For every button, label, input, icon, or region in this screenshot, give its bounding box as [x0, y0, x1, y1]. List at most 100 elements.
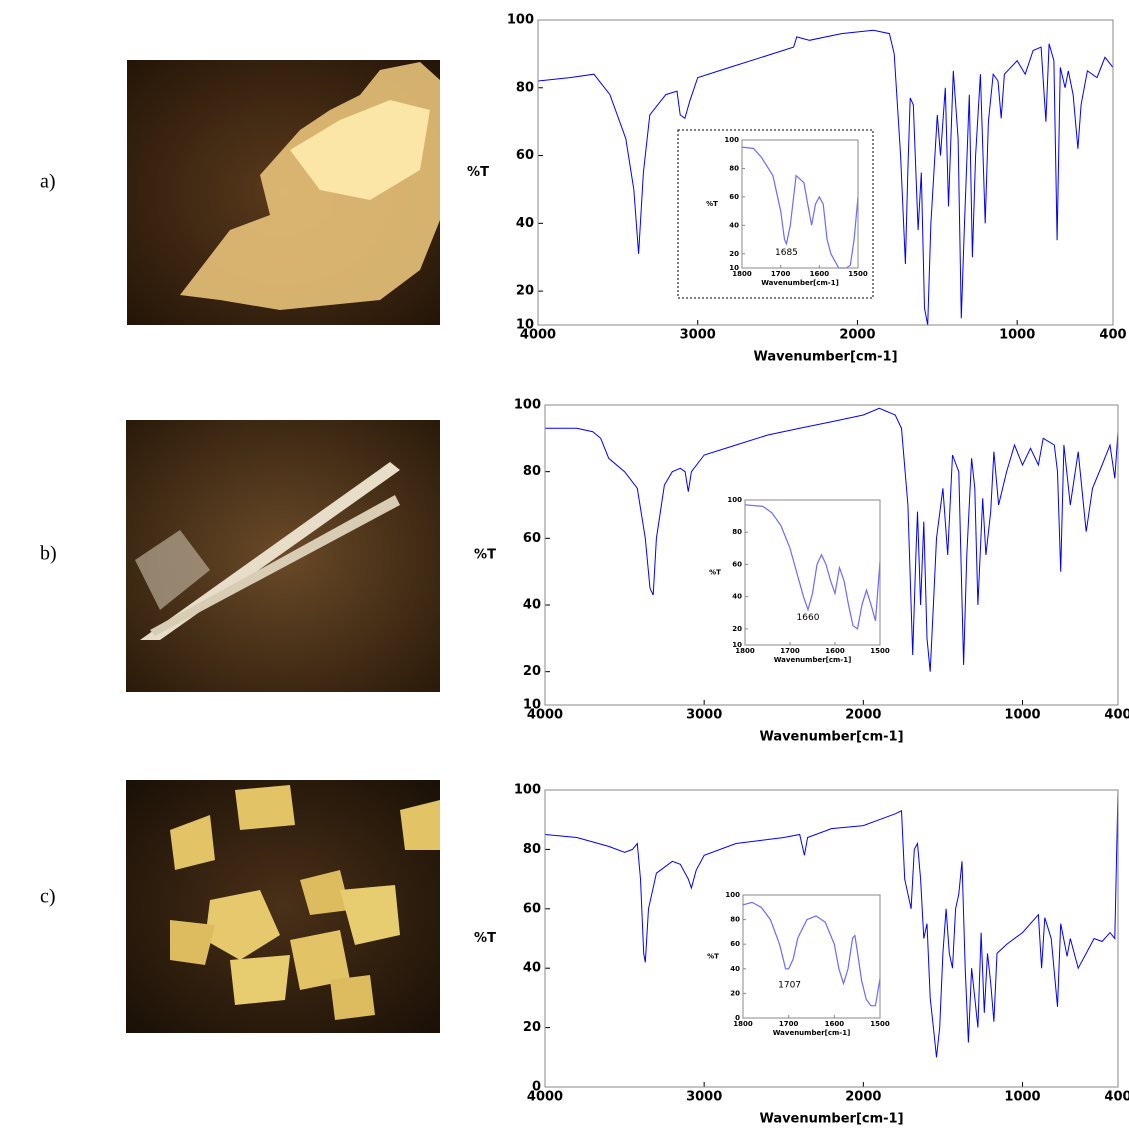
- y-tick-label: 100: [724, 136, 739, 144]
- plot-frame: [742, 894, 881, 1019]
- y-tick-label: 40: [523, 598, 541, 613]
- x-tick-label: 1000: [999, 328, 1035, 343]
- x-tick-label: 1700: [779, 1020, 799, 1028]
- y-tick-label: 20: [523, 1020, 541, 1035]
- panel-label: c): [40, 886, 56, 908]
- y-axis-label: %T: [467, 165, 489, 180]
- peak-annotation: 1685: [775, 248, 798, 258]
- y-tick-label: 80: [516, 80, 534, 95]
- x-tick-label: 2000: [845, 1090, 881, 1105]
- x-tick-label: 4000: [527, 1090, 563, 1105]
- panel-label: a): [40, 171, 56, 193]
- x-tick-label: 1800: [733, 1020, 753, 1028]
- y-tick-label: 20: [730, 989, 740, 997]
- x-tick-label: 1800: [735, 647, 755, 655]
- panel-label: b): [40, 543, 57, 565]
- x-tick-label: 2000: [839, 328, 875, 343]
- spectrum-line: [742, 901, 881, 1007]
- y-tick-label: 100: [514, 783, 541, 798]
- spectrum-line: [545, 407, 1119, 672]
- spectrum-line: [544, 789, 1119, 1058]
- x-tick-label: 1600: [825, 647, 845, 655]
- y-tick-label: 80: [523, 842, 541, 857]
- x-tick-label: 1600: [810, 270, 830, 278]
- x-tick-label: 1700: [771, 270, 791, 278]
- y-tick-label: 80: [729, 164, 739, 172]
- x-tick-label: 1500: [848, 270, 868, 278]
- photo-a: [127, 60, 440, 325]
- plot-frame: [544, 404, 1119, 706]
- x-axis-label: Wavenumber[cm-1]: [761, 279, 839, 287]
- y-axis-label: %T: [707, 953, 719, 961]
- y-tick-label: 80: [523, 464, 541, 479]
- y-tick-label: 40: [516, 216, 534, 231]
- y-tick-label: 10: [516, 318, 534, 333]
- y-tick-label: 60: [730, 940, 740, 948]
- x-axis-label: Wavenumber[cm-1]: [759, 1112, 903, 1127]
- x-tick-label: 400: [1099, 328, 1126, 343]
- x-tick-label: 2000: [845, 708, 881, 723]
- x-tick-label: 3000: [686, 708, 722, 723]
- peak-annotation: 1660: [797, 613, 820, 623]
- x-tick-label: 1500: [870, 1020, 890, 1028]
- y-tick-label: 0: [532, 1080, 541, 1095]
- x-axis-label: Wavenumber[cm-1]: [753, 350, 897, 365]
- x-tick-label: 1000: [1004, 1090, 1040, 1105]
- x-tick-label: 3000: [686, 1090, 722, 1105]
- y-tick-label: 20: [729, 250, 739, 258]
- y-tick-label: 100: [514, 398, 541, 413]
- inset-background: [742, 140, 858, 268]
- plot-frame: [741, 139, 859, 269]
- x-tick-label: 4000: [527, 708, 563, 723]
- x-tick-label: 400: [1104, 1090, 1129, 1105]
- y-tick-label: 60: [732, 560, 742, 568]
- x-axis-label: Wavenumber[cm-1]: [774, 656, 852, 664]
- photo-b: [126, 420, 440, 692]
- y-axis-label: %T: [474, 931, 496, 946]
- y-tick-label: 80: [730, 916, 740, 924]
- y-tick-label: 40: [729, 221, 739, 229]
- x-axis-label: Wavenumber[cm-1]: [773, 1029, 851, 1037]
- inset-background: [745, 500, 880, 645]
- photo-c: [126, 780, 440, 1033]
- y-tick-label: 20: [523, 664, 541, 679]
- y-tick-label: 80: [732, 528, 742, 536]
- x-tick-label: 1500: [870, 647, 890, 655]
- y-tick-label: 10: [732, 641, 742, 649]
- y-tick-label: 100: [727, 496, 742, 504]
- y-tick-label: 20: [732, 625, 742, 633]
- x-tick-label: 400: [1104, 708, 1129, 723]
- inset-frame: [677, 129, 874, 299]
- y-tick-label: 100: [725, 891, 740, 899]
- y-tick-label: 10: [523, 698, 541, 713]
- y-tick-label: 100: [507, 13, 534, 28]
- x-tick-label: 3000: [680, 328, 716, 343]
- inset-background: [743, 895, 880, 1018]
- y-tick-label: 60: [729, 193, 739, 201]
- x-axis-label: Wavenumber[cm-1]: [759, 730, 903, 745]
- y-axis-label: %T: [706, 200, 718, 208]
- y-axis-label: %T: [709, 569, 721, 577]
- x-tick-label: 4000: [520, 328, 556, 343]
- y-tick-label: 10: [729, 264, 739, 272]
- y-tick-label: 60: [523, 901, 541, 916]
- y-tick-label: 40: [730, 965, 740, 973]
- y-axis-label: %T: [474, 548, 496, 563]
- plot-frame: [544, 789, 1119, 1088]
- x-tick-label: 1000: [1004, 708, 1040, 723]
- plot-frame: [744, 499, 881, 646]
- spectrum-line: [744, 504, 881, 630]
- spectrum-line: [537, 29, 1114, 326]
- x-tick-label: 1600: [825, 1020, 845, 1028]
- y-tick-label: 0: [735, 1014, 740, 1022]
- plot-frame: [537, 19, 1114, 326]
- x-tick-label: 1700: [780, 647, 800, 655]
- y-tick-label: 40: [523, 961, 541, 976]
- y-tick-label: 20: [516, 284, 534, 299]
- y-tick-label: 60: [516, 148, 534, 163]
- y-tick-label: 60: [523, 531, 541, 546]
- y-tick-label: 40: [732, 593, 742, 601]
- x-tick-label: 1800: [732, 270, 752, 278]
- peak-annotation: 1707: [778, 980, 801, 990]
